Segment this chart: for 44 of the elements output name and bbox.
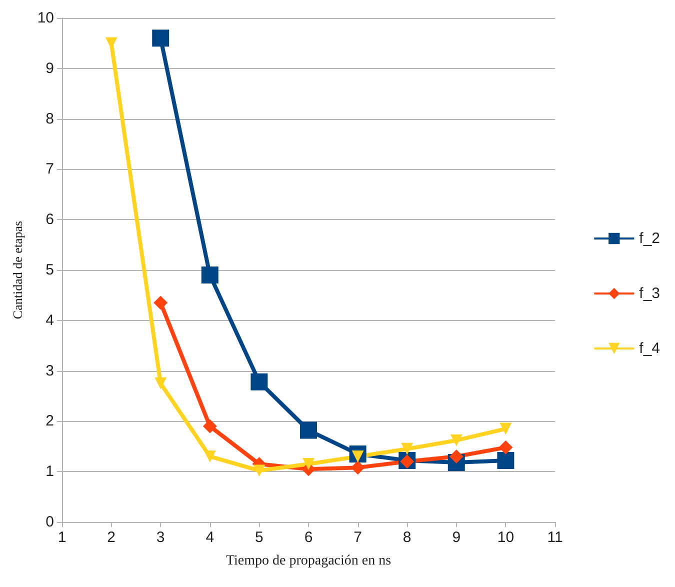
x-tick-label: 10 bbox=[497, 529, 514, 546]
x-tick-label: 8 bbox=[402, 529, 412, 546]
x-tick-label: 6 bbox=[304, 529, 313, 546]
x-tick-label: 5 bbox=[255, 529, 264, 546]
x-tick-label: 2 bbox=[107, 529, 116, 546]
legend-label: f_2 bbox=[639, 230, 660, 247]
point bbox=[302, 458, 314, 470]
y-tick-label: 4 bbox=[46, 312, 54, 329]
point bbox=[253, 464, 266, 477]
point bbox=[401, 442, 414, 455]
x-tick-label: 7 bbox=[354, 529, 362, 546]
x-axis-title: Tiempo de propagación en ns bbox=[226, 554, 392, 568]
y-tick-label: 7 bbox=[46, 160, 54, 178]
y-tick-label: 10 bbox=[37, 10, 54, 26]
point bbox=[152, 30, 170, 47]
point bbox=[449, 449, 464, 464]
legend-label: f_3 bbox=[639, 285, 660, 302]
y-axis-title: Cantidad de etapas bbox=[10, 220, 25, 320]
point bbox=[204, 450, 216, 462]
point bbox=[450, 434, 462, 446]
y-tick-label: 1 bbox=[46, 463, 54, 480]
y-tick-label: 2 bbox=[46, 412, 54, 430]
y-tick-label: 3 bbox=[46, 362, 54, 380]
x-tick-label: 3 bbox=[156, 529, 165, 546]
point bbox=[201, 266, 218, 284]
x-tick-label: 11 bbox=[547, 529, 563, 546]
point bbox=[498, 440, 513, 454]
point bbox=[250, 373, 268, 390]
x-tick-label: 9 bbox=[452, 529, 461, 546]
point bbox=[154, 296, 168, 310]
point bbox=[497, 452, 514, 470]
point bbox=[154, 377, 167, 390]
legend-label: f_4 bbox=[639, 340, 660, 357]
x-tick-label: 4 bbox=[206, 529, 214, 546]
y-tick-label: 0 bbox=[46, 514, 54, 530]
y-tick-label: 5 bbox=[46, 262, 54, 278]
point bbox=[202, 419, 217, 434]
y-tick-label: 9 bbox=[46, 60, 54, 77]
point bbox=[500, 422, 512, 435]
point bbox=[350, 460, 365, 475]
point bbox=[300, 422, 317, 439]
y-tick-label: 8 bbox=[46, 110, 54, 128]
x-tick-label: 1 bbox=[58, 529, 66, 546]
y-tick-label: 6 bbox=[46, 211, 54, 228]
